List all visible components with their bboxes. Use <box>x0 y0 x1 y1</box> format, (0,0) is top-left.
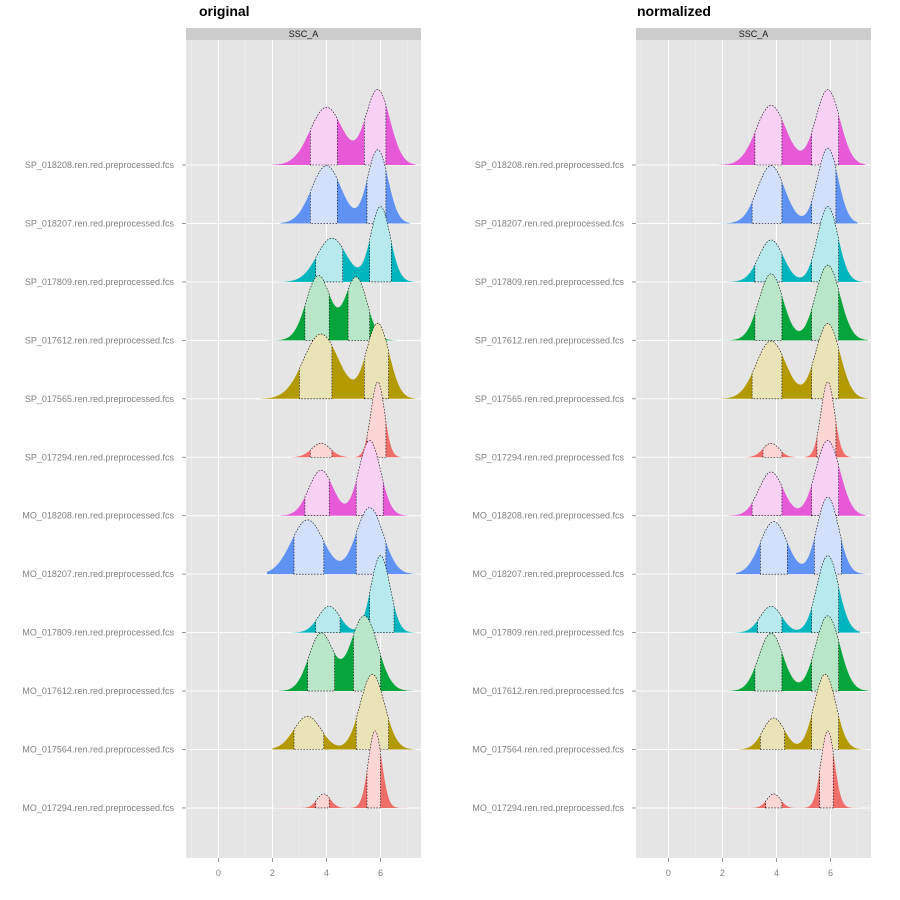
gate-band <box>760 521 788 575</box>
gate-band <box>369 206 392 283</box>
original-panel: SP_018208.ren.red.preprocessed.fcs SP_018… <box>22 40 421 878</box>
y-tick-label: SP_017294.ren.red.preprocessed.fcs <box>475 452 625 462</box>
x-tick-label: 4 <box>774 868 779 878</box>
x-tick-label: 6 <box>378 868 383 878</box>
gate-band <box>366 149 387 224</box>
y-tick-label: MO_017564.ren.red.preprocessed.fcs <box>22 745 174 755</box>
gate-band <box>304 469 330 516</box>
gate-band <box>364 322 389 400</box>
y-tick-label: MO_017564.ren.red.preprocessed.fcs <box>472 745 624 755</box>
y-tick-label: MO_017294.ren.red.preprocessed.fcs <box>22 803 174 813</box>
gate-band <box>315 606 341 633</box>
y-tick-label: SP_017565.ren.red.preprocessed.fcs <box>25 394 175 404</box>
gate-band <box>765 793 783 809</box>
gate-band <box>310 106 338 166</box>
gate-band <box>814 496 842 575</box>
gate-band <box>293 716 325 750</box>
y-tick-label: SP_017612.ren.red.preprocessed.fcs <box>25 335 175 345</box>
normalized-panel: SP_018208.ren.red.preprocessed.fcs SP_018… <box>472 40 871 878</box>
gate-band <box>355 440 384 516</box>
y-tick-label: MO_017809.ren.red.preprocessed.fcs <box>22 628 174 638</box>
normalized-strip-label: SSC_A <box>636 28 871 40</box>
gate-band <box>751 471 783 516</box>
gate-band <box>819 730 834 809</box>
original-panel-title: original <box>199 3 250 19</box>
y-tick-label: SP_017565.ren.red.preprocessed.fcs <box>475 394 625 404</box>
gate-band <box>364 89 387 166</box>
gate-band <box>310 165 338 224</box>
gate-band <box>754 632 783 692</box>
gate-band <box>811 673 839 750</box>
y-tick-label: SP_018207.ren.red.preprocessed.fcs <box>25 218 175 228</box>
x-tick-label: 4 <box>324 868 329 878</box>
y-tick-label: MO_018207.ren.red.preprocessed.fcs <box>22 569 174 579</box>
gate-band <box>811 555 839 633</box>
gate-band <box>315 237 343 283</box>
y-tick-label: SP_017612.ren.red.preprocessed.fcs <box>475 335 625 345</box>
gate-band <box>353 615 381 692</box>
y-tick-label: MO_018207.ren.red.preprocessed.fcs <box>472 569 624 579</box>
y-tick-label: MO_017294.ren.red.preprocessed.fcs <box>472 803 624 813</box>
gate-band <box>366 381 387 458</box>
gate-band <box>754 105 783 166</box>
gate-band <box>762 443 783 458</box>
gate-band <box>754 273 783 341</box>
gate-band <box>811 264 839 341</box>
normalized-panel-title: normalized <box>637 3 711 19</box>
gate-band <box>293 519 325 575</box>
gate-band <box>751 340 783 400</box>
original-strip-label: SSC_A <box>186 28 421 40</box>
gate-band <box>811 89 839 166</box>
y-tick-label: MO_017612.ren.red.preprocessed.fcs <box>472 686 624 696</box>
y-tick-label: SP_017809.ren.red.preprocessed.fcs <box>25 277 175 287</box>
x-tick-label: 2 <box>720 868 725 878</box>
y-tick-label: MO_017612.ren.red.preprocessed.fcs <box>22 686 174 696</box>
x-tick-label: 6 <box>828 868 833 878</box>
y-tick-label: MO_018208.ren.red.preprocessed.fcs <box>472 511 624 521</box>
gate-band <box>811 147 837 224</box>
gate-band <box>754 239 783 283</box>
x-tick-label: 0 <box>216 868 221 878</box>
gate-band <box>811 206 839 283</box>
y-tick-label: SP_017294.ren.red.preprocessed.fcs <box>25 452 175 462</box>
x-tick-label: 0 <box>666 868 671 878</box>
gate-band <box>304 275 330 341</box>
y-tick-label: MO_017809.ren.red.preprocessed.fcs <box>472 628 624 638</box>
y-tick-label: SP_018207.ren.red.preprocessed.fcs <box>475 218 625 228</box>
gate-band <box>811 615 839 692</box>
gate-band <box>299 333 333 400</box>
gate-band <box>369 555 395 633</box>
gate-band <box>757 606 783 633</box>
gate-band <box>315 793 330 809</box>
gate-band <box>760 717 785 750</box>
gate-band <box>347 276 370 341</box>
gate-band <box>811 440 839 516</box>
x-tick-label: 2 <box>270 868 275 878</box>
gate-band <box>816 381 837 458</box>
y-tick-label: SP_017809.ren.red.preprocessed.fcs <box>475 277 625 287</box>
y-tick-label: SP_018208.ren.red.preprocessed.fcs <box>475 160 625 170</box>
gate-band <box>751 165 783 224</box>
gate-band <box>355 673 389 750</box>
y-tick-label: MO_018208.ren.red.preprocessed.fcs <box>22 511 174 521</box>
gate-band <box>307 632 335 692</box>
density-ridge <box>261 615 421 692</box>
y-tick-label: SP_018208.ren.red.preprocessed.fcs <box>25 160 175 170</box>
gate-band <box>811 323 839 400</box>
gate-band <box>366 730 381 809</box>
gate-band <box>310 442 333 458</box>
